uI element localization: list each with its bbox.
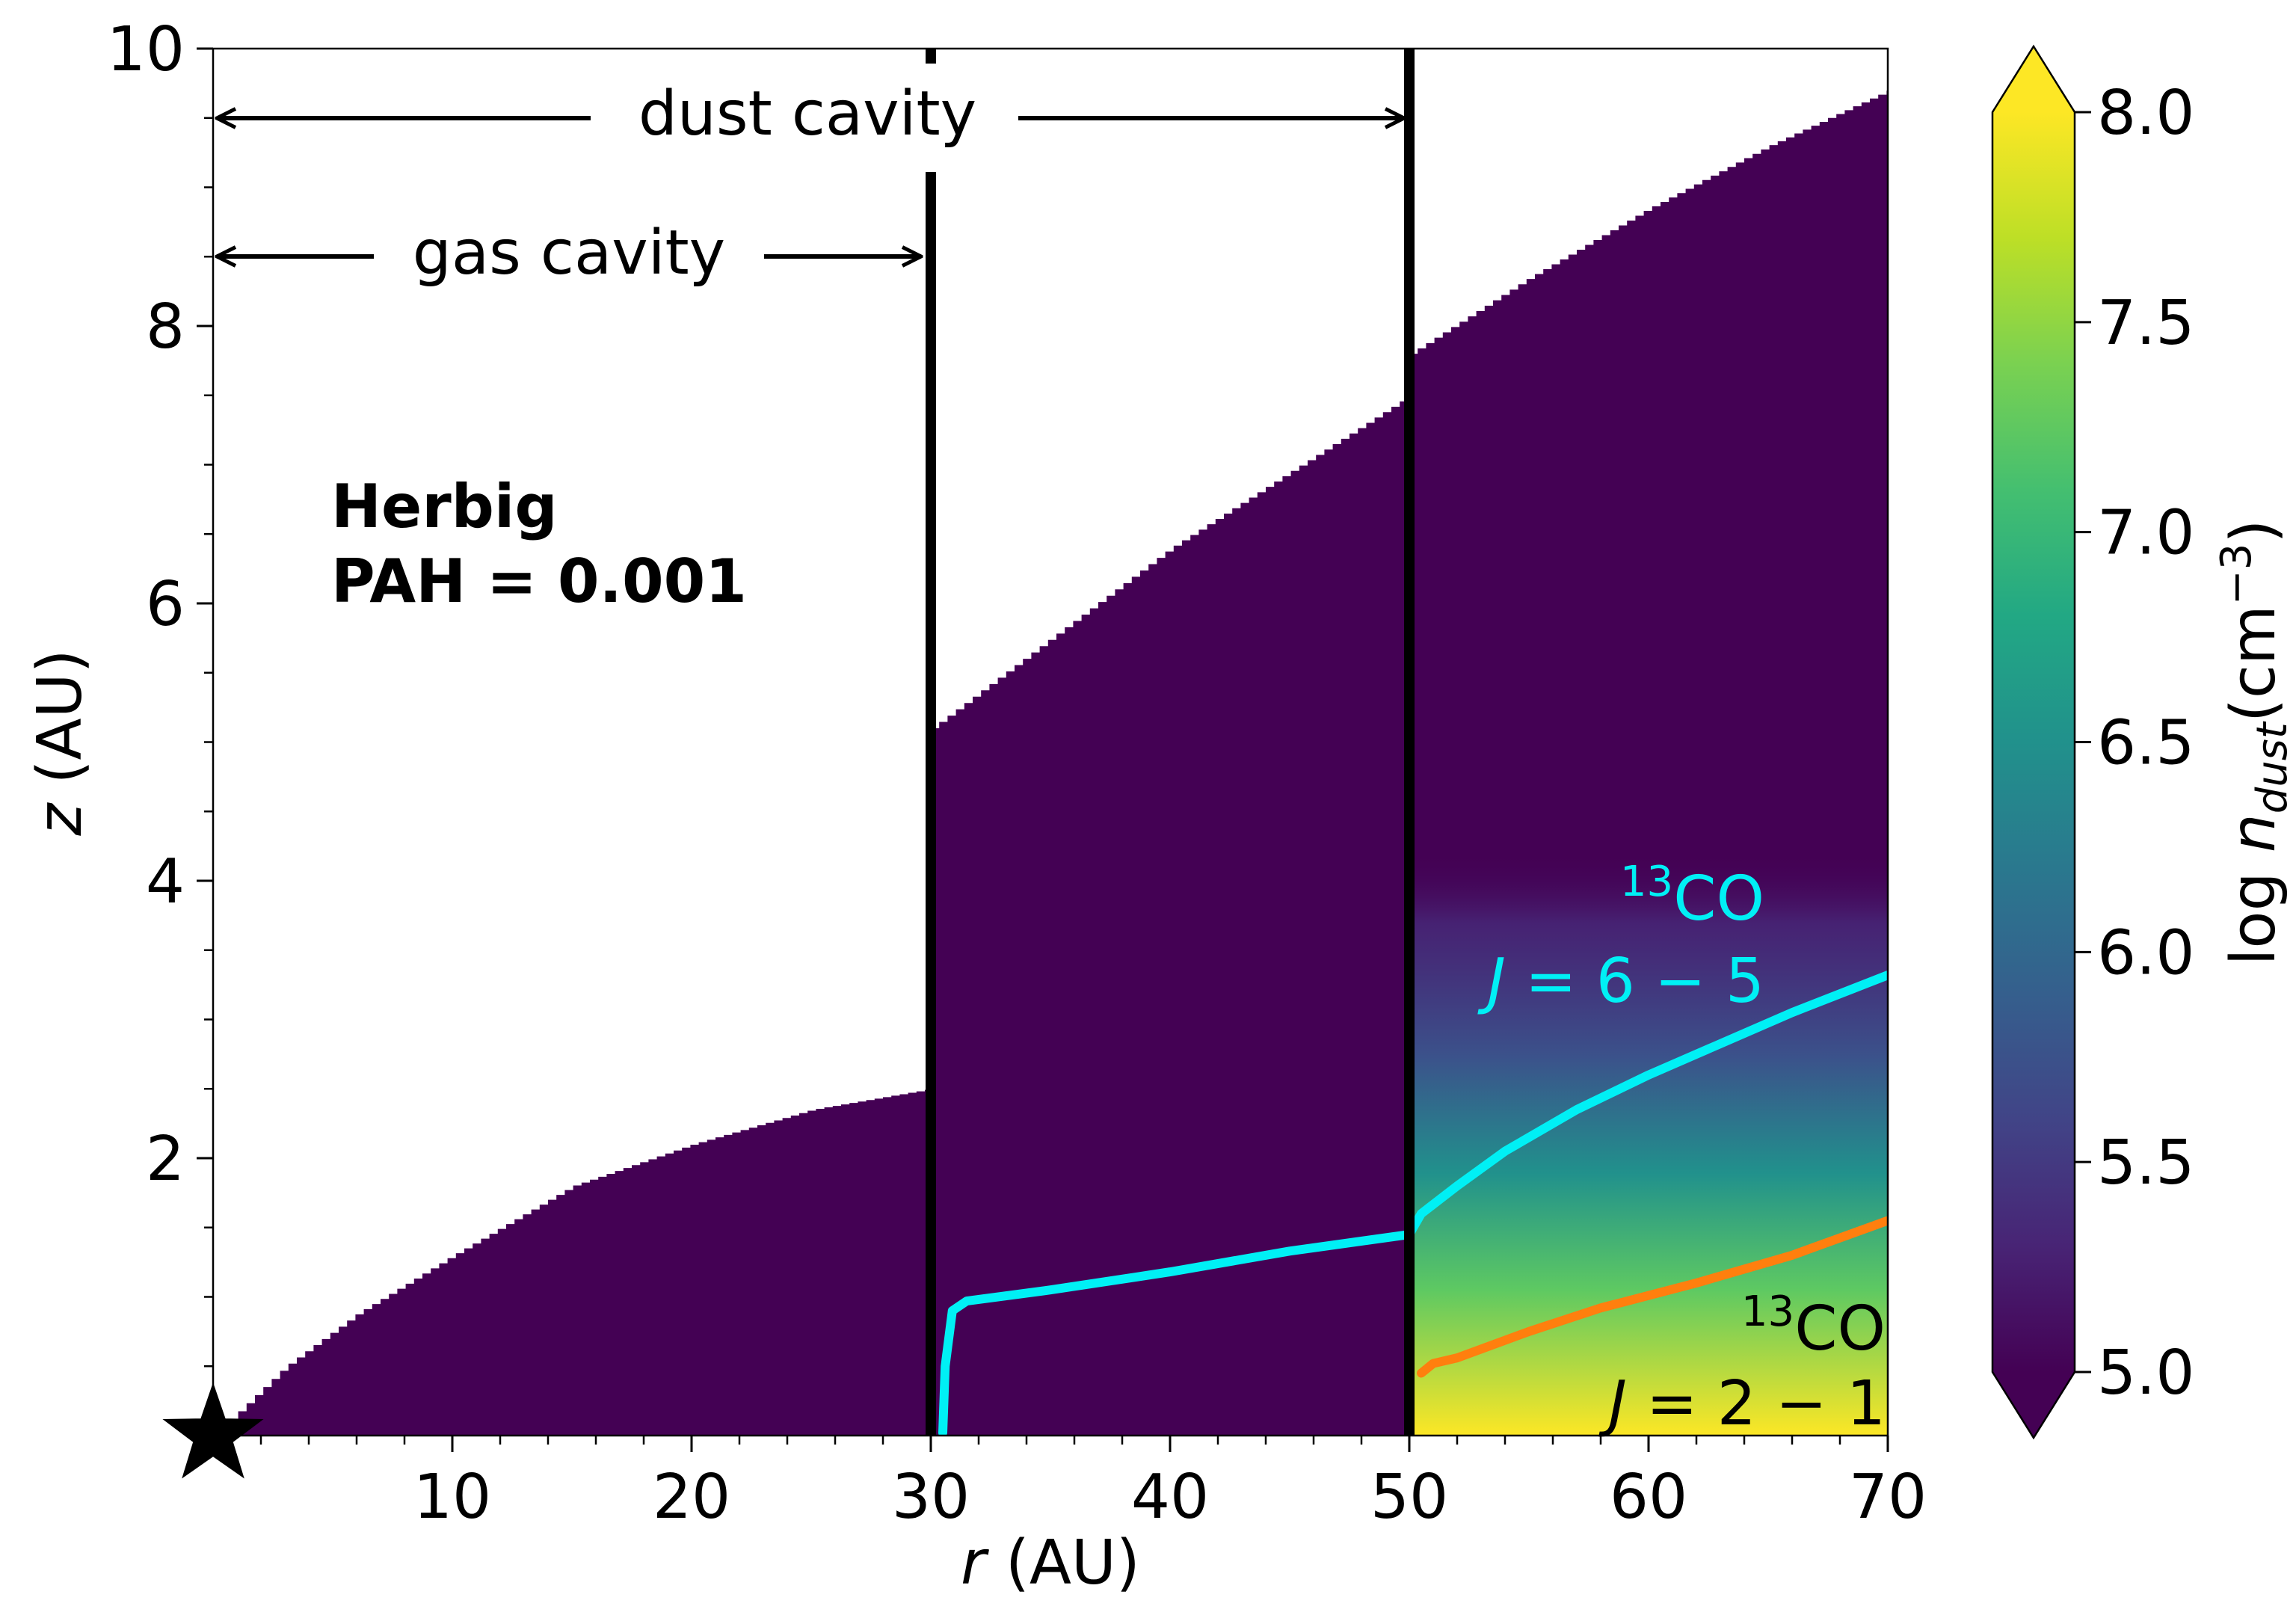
colorbar-extend-top [1992,46,2075,112]
series-label-13co-65-name: 13CO [1620,858,1764,935]
y-axis-label: z (AU) [25,649,96,836]
colorbar-tick-label: 6.0 [2097,917,2194,988]
x-tick-label: 60 [1610,1462,1687,1533]
x-tick-label: 50 [1370,1462,1448,1533]
colorbar-label: log ndust(cm−3) [2212,520,2296,966]
colorbar-tick-label: 7.5 [2097,288,2194,359]
y-tick-label: 2 [146,1124,185,1195]
colorbar-tick-label: 6.5 [2097,708,2194,779]
colorbar-tick-label: 5.5 [2097,1128,2194,1199]
panel-label-line1: Herbig [331,472,558,541]
disk-region-middle [931,396,1409,1436]
colorbar-label-log: log [2218,872,2289,965]
y-tick-label: 6 [146,569,185,640]
series-label-13co-65-mol: CO [1673,864,1764,935]
series-label-13co-65-levels: = 6 − 5 [1506,946,1764,1017]
colorbar-label-exp: −3 [2212,544,2261,606]
series-label-13co-21-mol: CO [1794,1294,1886,1365]
star-icon [162,1382,264,1479]
y-axis-ticks: 2 4 6 8 10 [107,14,213,1368]
y-tick-label: 4 [146,846,185,917]
series-label-13co-65-sup: 13 [1620,858,1673,906]
x-axis-label: r (AU) [961,1528,1140,1599]
x-axis-ticks: 10 20 30 40 50 60 70 [259,1436,1927,1533]
colorbar-ticks: 5.0 5.5 6.0 6.5 7.0 7.5 8.0 [2075,78,2194,1409]
series-line-0 [938,971,1888,1436]
disk-region-inner [213,1089,931,1436]
x-axis-label-unit: (AU) [986,1528,1140,1599]
colorbar: 5.0 5.5 6.0 6.5 7.0 7.5 8.0 log ndust(cm−3) [1991,44,2296,1440]
y-tick-label: 8 [146,292,185,363]
colorbar-extend-bottom [1992,1372,2075,1438]
series-line-1 [1417,1216,1888,1378]
y-axis-label-unit: (AU) [25,649,96,803]
panel-label-line2: PAH = 0.001 [331,547,747,616]
series-label-13co-21-sup: 13 [1741,1288,1794,1336]
series-label-13co-65-transition: J = 6 − 5 [1477,946,1764,1017]
series-label-13co-21-name: 13CO [1741,1288,1886,1365]
x-tick-label: 40 [1131,1462,1209,1533]
series-layer [938,971,1888,1436]
x-tick-label: 10 [413,1462,491,1533]
series-label-13co-21-transition: J = 2 − 1 [1598,1368,1886,1439]
colorbar-tick-label: 8.0 [2097,78,2194,149]
x-tick-label: 30 [892,1462,970,1533]
colorbar-tick-label: 7.0 [2097,498,2194,569]
series-label-13co-21-levels: = 2 − 1 [1627,1368,1886,1439]
colorbar-label-sub: dust [2248,721,2296,813]
colorbar-gradient [1992,112,2075,1372]
gas-cavity-label: gas cavity [413,218,725,289]
x-tick-label: 20 [653,1462,730,1533]
cavity-boundaries [926,49,1415,1436]
dust-density-map [213,90,1888,1436]
x-axis-label-var: r [961,1528,989,1599]
colorbar-label-close: ) [2218,520,2289,544]
y-axis-label-var: z [25,802,96,837]
colorbar-label-unit: (cm [2218,605,2289,722]
colorbar-label-n: n [2218,813,2289,852]
x-tick-label: 70 [1849,1462,1927,1533]
y-tick-label: 10 [107,14,185,85]
dense-midplane-overlay [1409,852,1888,1436]
dust-cavity-label: dust cavity [638,79,976,150]
colorbar-tick-label: 5.0 [2097,1338,2194,1409]
